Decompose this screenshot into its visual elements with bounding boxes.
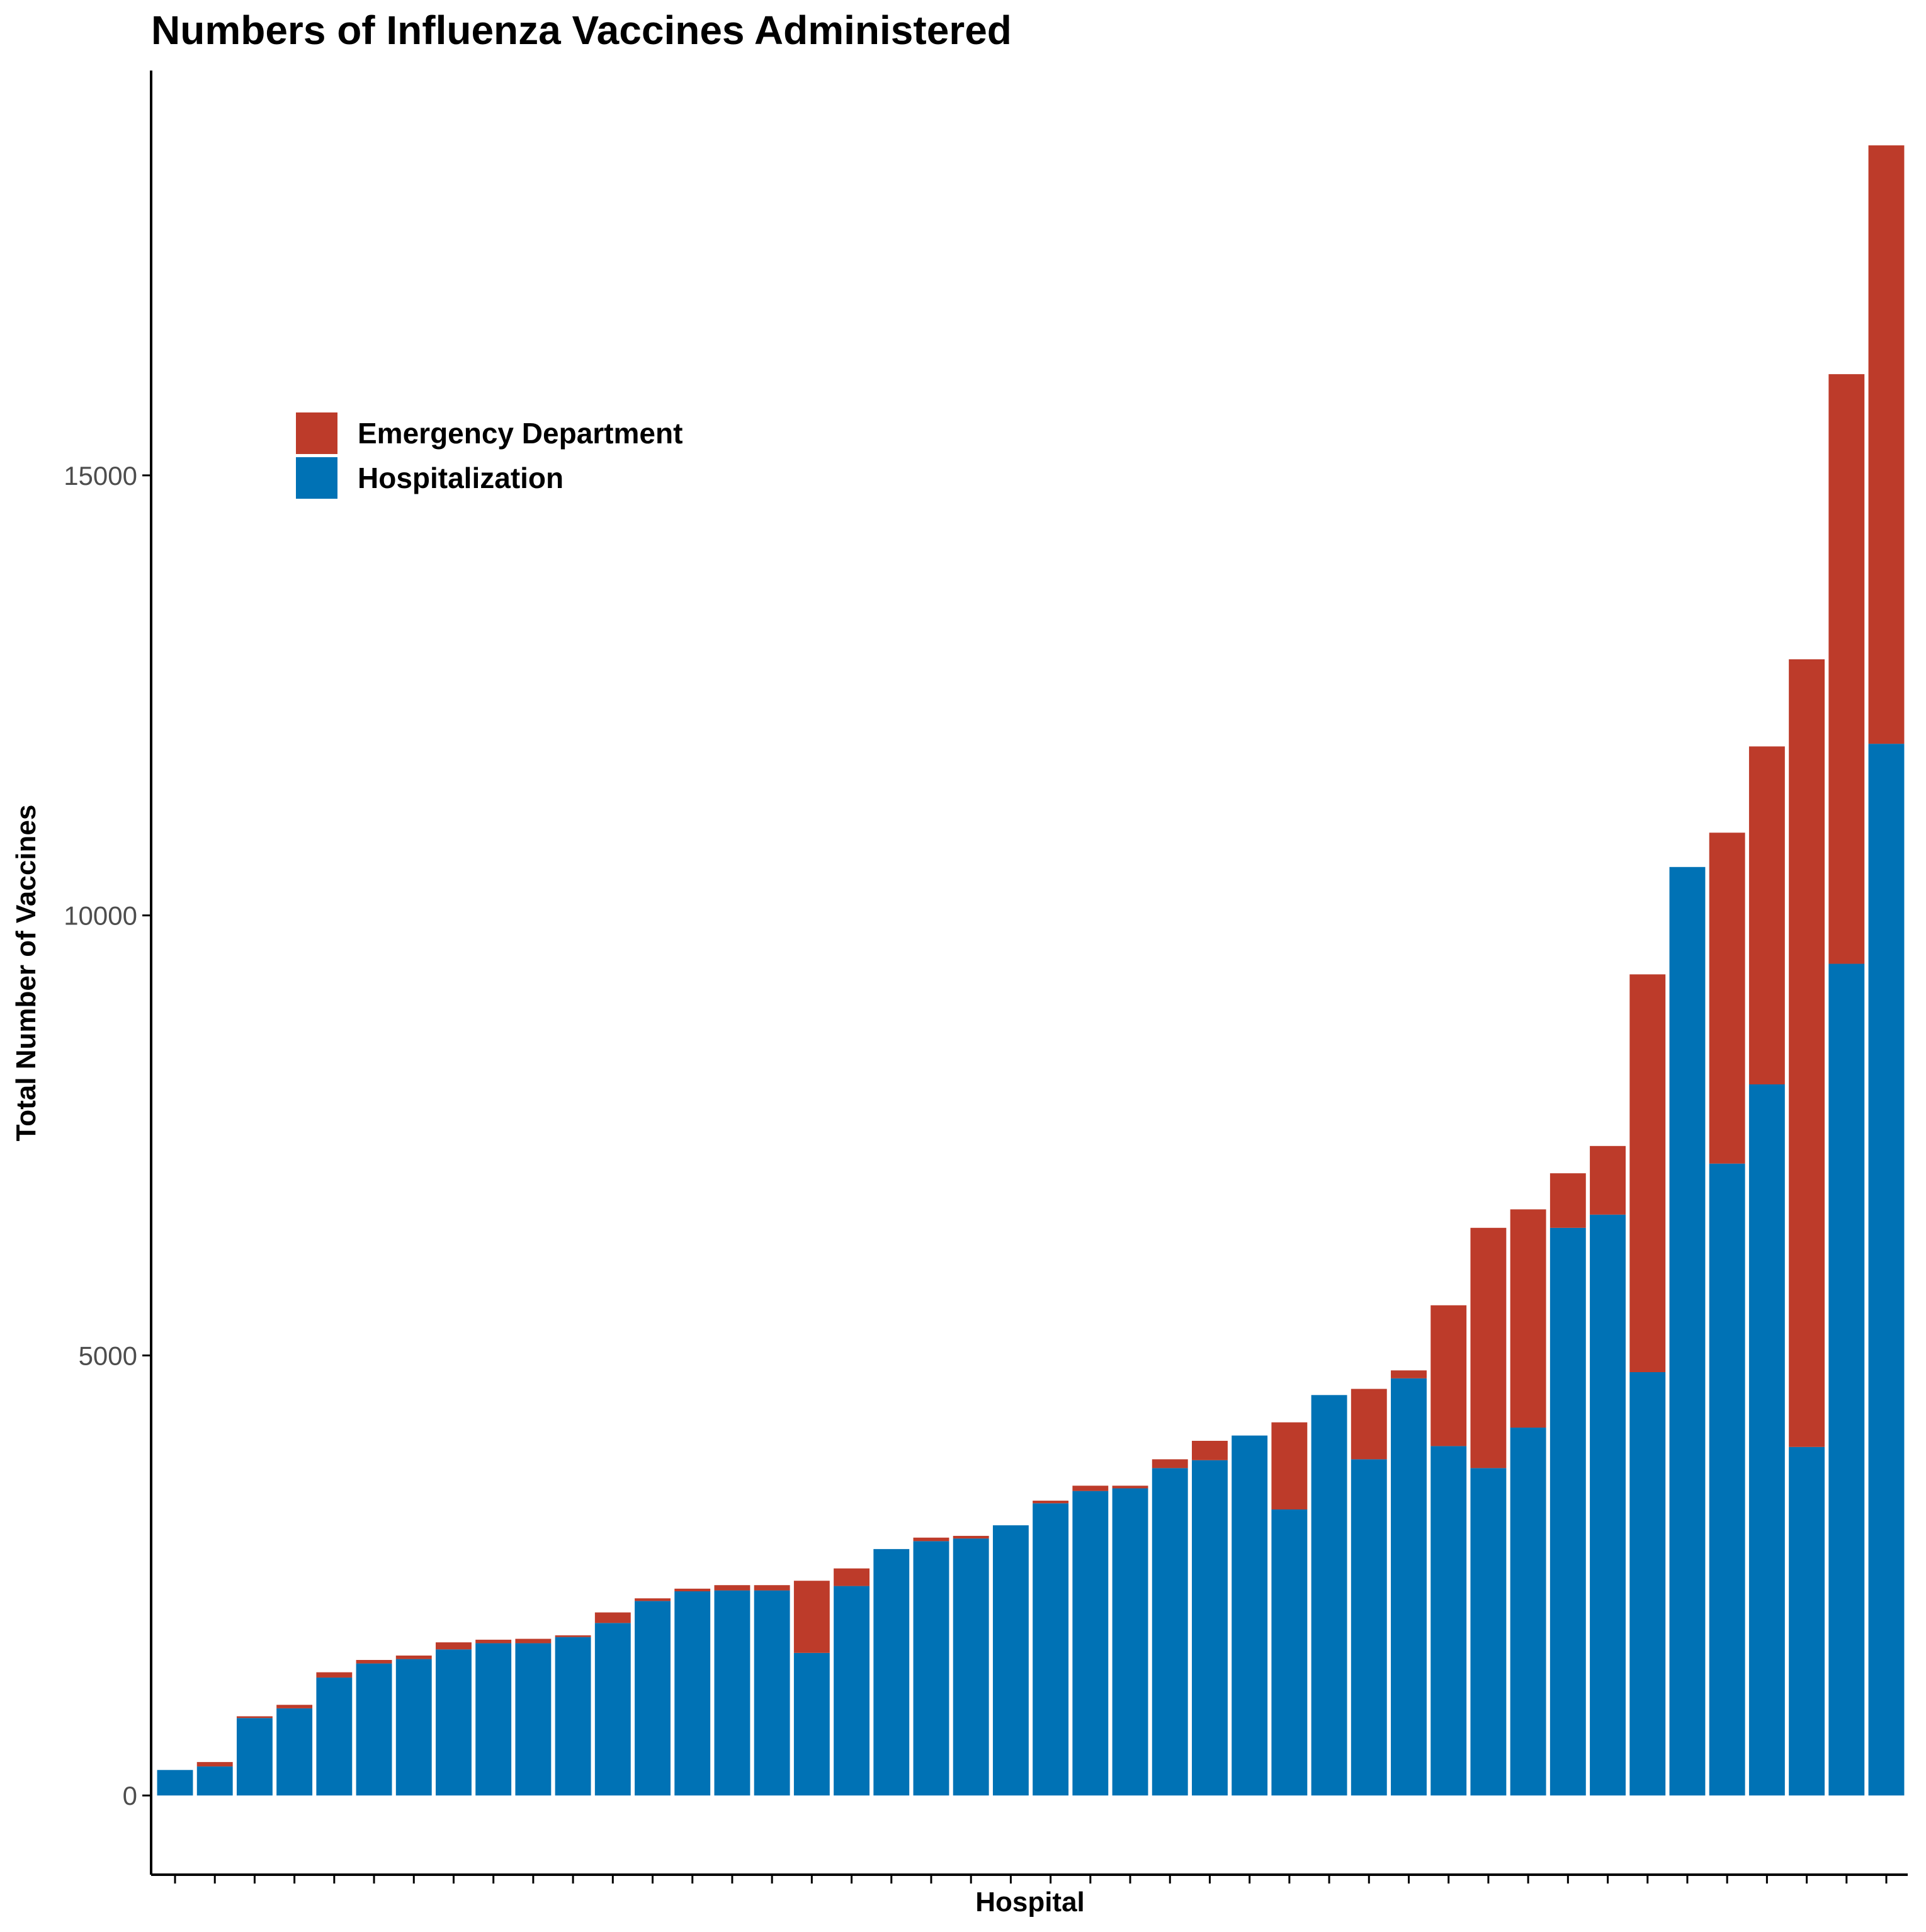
bar-hospitalization bbox=[1232, 1435, 1268, 1796]
bar-hospitalization bbox=[1549, 1227, 1586, 1796]
y-tick-label: 10000 bbox=[64, 901, 137, 931]
bar-hospitalization bbox=[1748, 1084, 1785, 1796]
bar-emergency-department bbox=[953, 1535, 989, 1539]
bar-emergency-department bbox=[1430, 1305, 1467, 1446]
bar-emergency-department bbox=[1033, 1501, 1069, 1504]
bar-emergency-department bbox=[475, 1639, 512, 1644]
bar-emergency-department bbox=[1590, 1145, 1626, 1215]
bar-emergency-department bbox=[635, 1598, 671, 1601]
bar-emergency-department bbox=[1549, 1173, 1586, 1228]
x-ticks bbox=[174, 1875, 1888, 1884]
legend-swatch-hospitalization bbox=[296, 457, 337, 499]
bar-emergency-department bbox=[754, 1585, 790, 1591]
y-ticks: 0 5000 10000 15000 bbox=[64, 461, 151, 1810]
bar-hospitalization bbox=[1152, 1468, 1188, 1796]
bar-hospitalization bbox=[1112, 1488, 1148, 1796]
bar-hospitalization bbox=[1191, 1460, 1228, 1796]
y-tick-label: 5000 bbox=[79, 1341, 137, 1370]
bar-hospitalization bbox=[953, 1538, 989, 1796]
legend-swatch-emergency-department bbox=[296, 412, 337, 454]
bar-hospitalization bbox=[1470, 1468, 1507, 1796]
bar-emergency-department bbox=[1709, 832, 1745, 1164]
bar-emergency-department bbox=[1748, 746, 1785, 1084]
bar-emergency-department bbox=[913, 1537, 949, 1542]
bar-emergency-department bbox=[1391, 1370, 1427, 1378]
bar-hospitalization bbox=[236, 1718, 273, 1796]
bar-emergency-department bbox=[1629, 974, 1666, 1372]
bar-hospitalization bbox=[1311, 1395, 1347, 1796]
bar-hospitalization bbox=[157, 1770, 193, 1796]
bar-emergency-department bbox=[1152, 1459, 1188, 1469]
bar-hospitalization bbox=[992, 1525, 1029, 1796]
bar-hospitalization bbox=[834, 1586, 870, 1796]
bar-emergency-department bbox=[356, 1659, 392, 1664]
bar-hospitalization bbox=[1789, 1446, 1825, 1796]
bar-hospitalization bbox=[793, 1652, 830, 1796]
bar-hospitalization bbox=[395, 1659, 432, 1796]
bar-hospitalization bbox=[475, 1643, 512, 1796]
legend-label-emergency-department: Emergency Department bbox=[358, 417, 683, 450]
bar-hospitalization bbox=[913, 1541, 949, 1796]
y-tick-label: 15000 bbox=[64, 461, 137, 491]
bar-emergency-department bbox=[555, 1635, 591, 1637]
bar-emergency-department bbox=[793, 1581, 830, 1653]
bar-emergency-department bbox=[316, 1672, 353, 1678]
axes-layer bbox=[150, 71, 1908, 1876]
bar-emergency-department bbox=[1470, 1227, 1507, 1469]
bar-emergency-department bbox=[714, 1585, 751, 1591]
bar-hospitalization bbox=[1709, 1163, 1745, 1796]
bar-hospitalization bbox=[1033, 1503, 1069, 1796]
bar-emergency-department bbox=[1789, 659, 1825, 1447]
bar-hospitalization bbox=[356, 1663, 392, 1796]
bar-hospitalization bbox=[1430, 1446, 1467, 1796]
bar-emergency-department bbox=[276, 1705, 313, 1708]
bar-emergency-department bbox=[1112, 1486, 1148, 1489]
bar-hospitalization bbox=[635, 1601, 671, 1796]
bar-emergency-department bbox=[1191, 1441, 1228, 1460]
bar-hospitalization bbox=[276, 1708, 313, 1796]
bar-hospitalization bbox=[1072, 1491, 1109, 1796]
bar-hospitalization bbox=[873, 1548, 910, 1796]
bar-emergency-department bbox=[674, 1588, 711, 1591]
bar-emergency-department bbox=[1868, 145, 1905, 744]
bar-emergency-department bbox=[236, 1716, 273, 1719]
bar-emergency-department bbox=[1072, 1486, 1109, 1491]
bar-hospitalization bbox=[1828, 963, 1865, 1796]
y-tick-label: 0 bbox=[123, 1781, 137, 1810]
legend: Emergency Department Hospitalization bbox=[296, 412, 683, 499]
bar-emergency-department bbox=[1271, 1422, 1308, 1510]
bar-hospitalization bbox=[1271, 1509, 1308, 1796]
bar-emergency-department bbox=[1510, 1209, 1546, 1428]
bar-hospitalization bbox=[1351, 1459, 1387, 1796]
bar-emergency-department bbox=[196, 1762, 233, 1767]
bar-hospitalization bbox=[594, 1623, 631, 1796]
bar-emergency-department bbox=[395, 1656, 432, 1659]
bar-hospitalization bbox=[1629, 1372, 1666, 1796]
bar-emergency-department bbox=[1828, 374, 1865, 964]
bar-emergency-department bbox=[436, 1642, 472, 1650]
bar-emergency-department bbox=[594, 1612, 631, 1623]
bars-layer bbox=[157, 145, 1905, 1796]
bar-hospitalization bbox=[1868, 744, 1905, 1796]
bar-emergency-department bbox=[1351, 1389, 1387, 1460]
bar-hospitalization bbox=[1391, 1378, 1427, 1796]
chart-title: Numbers of Influenza Vaccines Administer… bbox=[151, 8, 1012, 53]
bar-hospitalization bbox=[1669, 867, 1706, 1796]
bar-hospitalization bbox=[316, 1677, 353, 1796]
bar-emergency-department bbox=[834, 1568, 870, 1586]
x-axis-title: Hospital bbox=[975, 1887, 1085, 1918]
bar-hospitalization bbox=[754, 1590, 790, 1796]
y-axis-title: Total Number of Vaccines bbox=[11, 805, 42, 1142]
bar-hospitalization bbox=[1590, 1214, 1626, 1796]
bar-hospitalization bbox=[674, 1591, 711, 1796]
bar-hospitalization bbox=[555, 1637, 591, 1796]
bar-hospitalization bbox=[515, 1643, 552, 1796]
bar-hospitalization bbox=[436, 1649, 472, 1796]
bar-hospitalization bbox=[196, 1766, 233, 1796]
legend-label-hospitalization: Hospitalization bbox=[358, 462, 564, 494]
bar-hospitalization bbox=[714, 1590, 751, 1796]
bar-hospitalization bbox=[1510, 1428, 1546, 1796]
bar-emergency-department bbox=[515, 1639, 552, 1644]
